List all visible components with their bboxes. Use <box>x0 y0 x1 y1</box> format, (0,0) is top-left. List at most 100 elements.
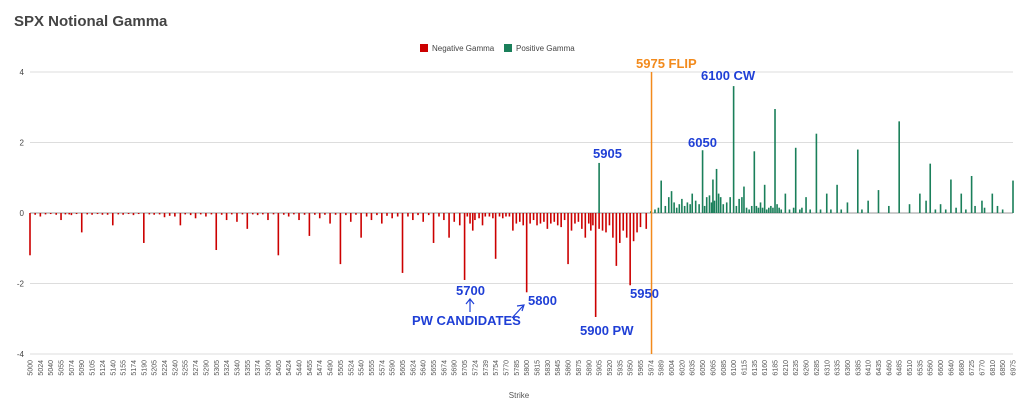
bar-negative <box>349 213 352 222</box>
bar-negative <box>365 213 368 217</box>
bar-negative <box>39 213 42 217</box>
x-tick-label: 5815 <box>535 360 542 376</box>
bar-negative <box>592 213 594 226</box>
bar-negative <box>438 213 440 217</box>
bar-positive <box>792 207 795 213</box>
bar-negative <box>184 213 187 215</box>
bar-positive <box>1001 209 1004 213</box>
bar-negative <box>360 213 362 238</box>
bar-negative <box>256 213 259 216</box>
x-tick-label: 5490 <box>328 360 335 376</box>
bar-negative <box>293 213 295 215</box>
bar-positive <box>667 197 670 213</box>
x-tick-label: 5140 <box>110 360 117 376</box>
x-tick-label: 5324 <box>224 360 231 376</box>
bar-negative <box>453 213 456 222</box>
annotation-flip: 5975 FLIP <box>636 56 697 71</box>
bar-negative <box>601 213 604 231</box>
x-tick-label: 5240 <box>172 360 179 376</box>
x-tick-label: 5754 <box>493 360 500 376</box>
bar-positive <box>717 193 720 213</box>
bar-negative <box>522 213 525 226</box>
bar-negative <box>612 213 614 238</box>
bar-negative <box>501 213 504 219</box>
bar-positive <box>683 205 686 213</box>
bar-negative <box>308 213 311 236</box>
bar-negative <box>267 213 269 221</box>
bar-negative <box>334 213 337 215</box>
bar-negative <box>518 213 521 222</box>
bar-positive <box>784 193 787 213</box>
x-tick-label: 5860 <box>566 360 573 376</box>
bar-negative <box>168 213 171 216</box>
bar-positive <box>799 209 801 213</box>
x-tick-label: 6680 <box>959 360 966 376</box>
bar-positive <box>772 207 774 213</box>
bar-negative <box>492 213 494 219</box>
annotation-pw-candidates: PW CANDIDATES <box>412 313 521 328</box>
x-tick-label: 6004 <box>669 360 676 376</box>
x-tick-label: 5505 <box>338 360 345 376</box>
bar-negative <box>262 213 264 215</box>
x-tick-label: 6135 <box>752 360 759 376</box>
x-tick-label: 6035 <box>690 360 697 376</box>
x-tick-label: 6260 <box>804 360 811 376</box>
bar-positive <box>898 121 900 213</box>
x-tick-label: 5224 <box>162 360 169 376</box>
annotation-call-wall: 6100 CW <box>701 68 756 83</box>
bar-positive <box>815 133 818 213</box>
bar-negative <box>469 213 471 224</box>
x-tick-label: 5290 <box>203 360 210 376</box>
bar-negative <box>282 213 285 215</box>
bar-negative <box>570 213 573 231</box>
bar-negative <box>512 213 514 231</box>
bar-negative <box>556 213 559 226</box>
bar-positive <box>691 193 694 213</box>
bar-negative <box>577 213 580 222</box>
bar-negative <box>215 213 218 251</box>
x-axis-ticks: 5000 5024 5040 5055 5074 5090 5105 5124 5140 5155… <box>28 360 1018 376</box>
x-tick-label: 5705 <box>462 360 469 376</box>
bar-negative <box>598 213 600 229</box>
bar-negative <box>111 213 114 226</box>
bar-negative <box>481 213 484 226</box>
bar-negative <box>498 213 501 217</box>
x-tick-label: 5965 <box>638 360 645 376</box>
bar-negative <box>508 213 511 217</box>
x-tick-label: 5785 <box>514 360 521 376</box>
x-tick-label: 6410 <box>866 360 873 376</box>
x-tick-label: 5190 <box>141 360 148 376</box>
x-tick-label: 5974 <box>648 360 655 376</box>
x-tick-label: 6100 <box>731 360 738 376</box>
x-tick-label: 5989 <box>659 360 666 376</box>
x-tick-label: 6160 <box>762 360 769 376</box>
x-tick-label: 6640 <box>948 360 955 376</box>
bar-negative <box>619 213 621 243</box>
bar-negative <box>339 213 342 265</box>
bar-negative <box>625 213 628 238</box>
x-tick-label: 6210 <box>783 360 790 376</box>
bar-positive <box>770 205 772 213</box>
bar-negative <box>458 213 461 226</box>
bar-negative <box>463 213 466 280</box>
bar-positive <box>657 207 660 213</box>
x-tick-label: 5205 <box>152 360 159 376</box>
bar-negative <box>407 213 409 217</box>
arrow-to-5800 <box>511 305 524 319</box>
bar-negative <box>488 213 491 217</box>
x-tick-label: 5055 <box>59 360 66 376</box>
bar-negative <box>272 213 275 215</box>
bar-positive <box>939 204 942 213</box>
bar-positive <box>741 197 743 213</box>
bar-negative <box>55 213 58 215</box>
x-tick-label: 6510 <box>907 360 914 376</box>
bar-negative <box>567 213 569 265</box>
x-tick-label: 5739 <box>483 360 490 376</box>
bar-positive <box>929 163 932 213</box>
bar-positive <box>713 200 716 213</box>
bar-negative <box>70 213 73 216</box>
x-tick-label: 5935 <box>617 360 624 376</box>
bar-positive <box>960 193 963 213</box>
bar-positive <box>654 209 656 213</box>
x-tick-label: 5540 <box>359 360 366 376</box>
